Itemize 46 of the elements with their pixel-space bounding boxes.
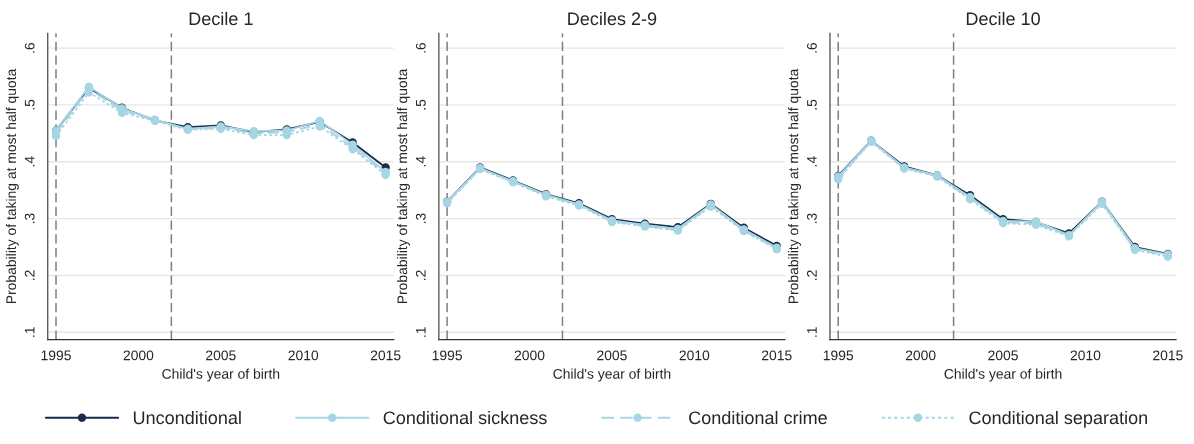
x-tick-label: 2005 xyxy=(597,350,627,361)
x-axis-title: Child's year of birth xyxy=(553,368,671,382)
y-tick-label: .2 xyxy=(806,270,817,280)
y-tick-label: .4 xyxy=(24,156,35,167)
y-tick-label: .3 xyxy=(415,213,426,224)
legend-label: Conditional crime xyxy=(689,410,827,425)
y-axis-title: Probability of taking at most half quota xyxy=(397,68,410,304)
x-tick-label: 2015 xyxy=(1153,350,1183,361)
chart-title: Decile 10 xyxy=(966,11,1040,26)
y-tick-label: .3 xyxy=(24,213,35,224)
x-tick-label: 2010 xyxy=(679,350,710,361)
y-tick-label: .6 xyxy=(24,42,35,53)
y-tick-label: .1 xyxy=(416,327,426,337)
y-tick-label: .1 xyxy=(24,327,35,337)
x-tick-label: 1995 xyxy=(823,350,854,361)
y-tick-label: .2 xyxy=(415,270,426,280)
x-tick-label: 2005 xyxy=(206,350,236,361)
legend-label: Unconditional xyxy=(133,410,241,425)
x-tick-label: 2015 xyxy=(761,350,792,361)
y-axis-title: Probability of taking at most half quota xyxy=(788,68,802,304)
y-tick-label: .1 xyxy=(807,327,817,337)
x-tick-label: 1995 xyxy=(41,350,71,361)
x-tick-label: 2010 xyxy=(288,350,319,361)
y-tick-label: .5 xyxy=(807,99,817,110)
y-tick-label: .6 xyxy=(806,42,817,53)
x-axis-title: Child's year of birth xyxy=(162,368,280,382)
y-tick-label: .3 xyxy=(806,213,817,224)
x-tick-label: 2000 xyxy=(905,350,936,361)
y-tick-label: .4 xyxy=(416,156,426,167)
x-tick-label: 1995 xyxy=(432,350,462,361)
x-tick-label: 2000 xyxy=(514,350,545,361)
legend-label: Conditional sickness xyxy=(383,410,547,425)
y-tick-label: .5 xyxy=(416,99,426,110)
y-tick-label: .4 xyxy=(807,156,817,167)
x-axis-title: Child's year of birth xyxy=(944,368,1062,382)
y-tick-label: .2 xyxy=(24,270,35,280)
y-tick-label: .6 xyxy=(415,42,426,53)
chart-title: Deciles 2-9 xyxy=(568,11,657,26)
x-tick-label: 2010 xyxy=(1070,350,1101,361)
x-tick-label: 2000 xyxy=(123,350,154,361)
x-tick-label: 2005 xyxy=(988,350,1018,361)
y-axis-title: Probability of taking at most half quota xyxy=(5,68,19,304)
legend-label: Conditional separation xyxy=(969,410,1147,428)
chart-title: Decile 1 xyxy=(189,11,253,26)
y-tick-label: .5 xyxy=(24,99,35,110)
x-tick-label: 2015 xyxy=(370,350,401,361)
